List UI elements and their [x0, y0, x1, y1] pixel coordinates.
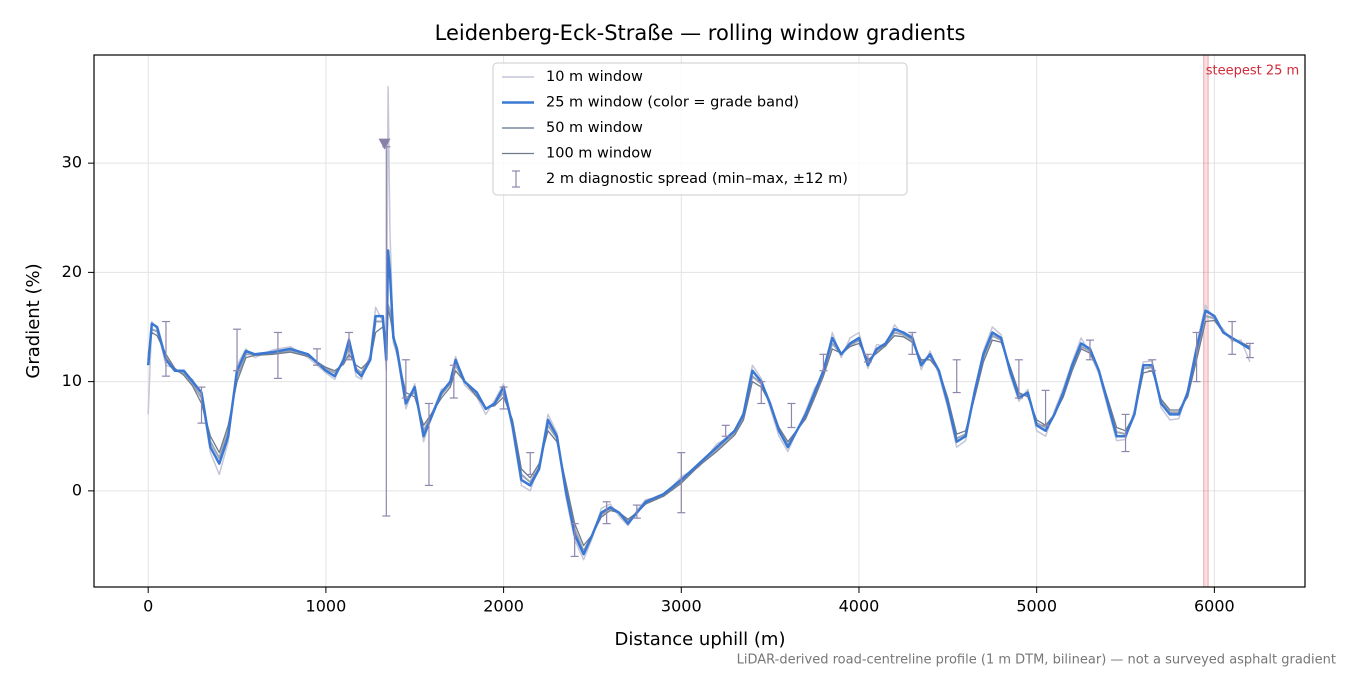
y-tick-label: 30 — [62, 153, 82, 172]
x-tick-label: 0 — [143, 597, 153, 616]
legend-box — [492, 62, 908, 196]
plot-frame — [93, 54, 1306, 588]
legend: 10 m window 25 m window (color = grade ba… — [492, 62, 908, 196]
legend-label: 50 m window — [546, 120, 643, 136]
y-tick-label: 10 — [62, 371, 82, 390]
legend-label: 25 m window (color = grade band) — [546, 95, 799, 111]
x-tick-label: 1000 — [306, 597, 347, 616]
y-tick-label: 20 — [62, 262, 82, 281]
x-tick-label: 6000 — [1194, 597, 1235, 616]
footnote: LiDAR-derived road-centreline profile (1… — [737, 653, 1336, 668]
peak-marker — [378, 138, 391, 150]
x-tick-label: 5000 — [1016, 597, 1057, 616]
highlight-label: steepest 25 m — [1206, 64, 1299, 79]
legend-label: 2 m diagnostic spread (min–max, ±12 m) — [546, 171, 848, 187]
x-tick-label: 4000 — [839, 597, 880, 616]
legend-label: 10 m window — [546, 69, 643, 85]
legend-label: 100 m window — [546, 146, 652, 162]
x-axis-label: Distance uphill (m) — [615, 629, 786, 650]
plot-area — [146, 55, 1254, 587]
y-tick-label: 0 — [72, 480, 82, 499]
x-tick-label: 3000 — [661, 597, 702, 616]
chart-title: Leidenberg-Eck-Straße — rolling window g… — [435, 21, 966, 45]
x-tick-label: 2000 — [483, 597, 524, 616]
y-axis-label: Gradient (%) — [23, 263, 44, 378]
